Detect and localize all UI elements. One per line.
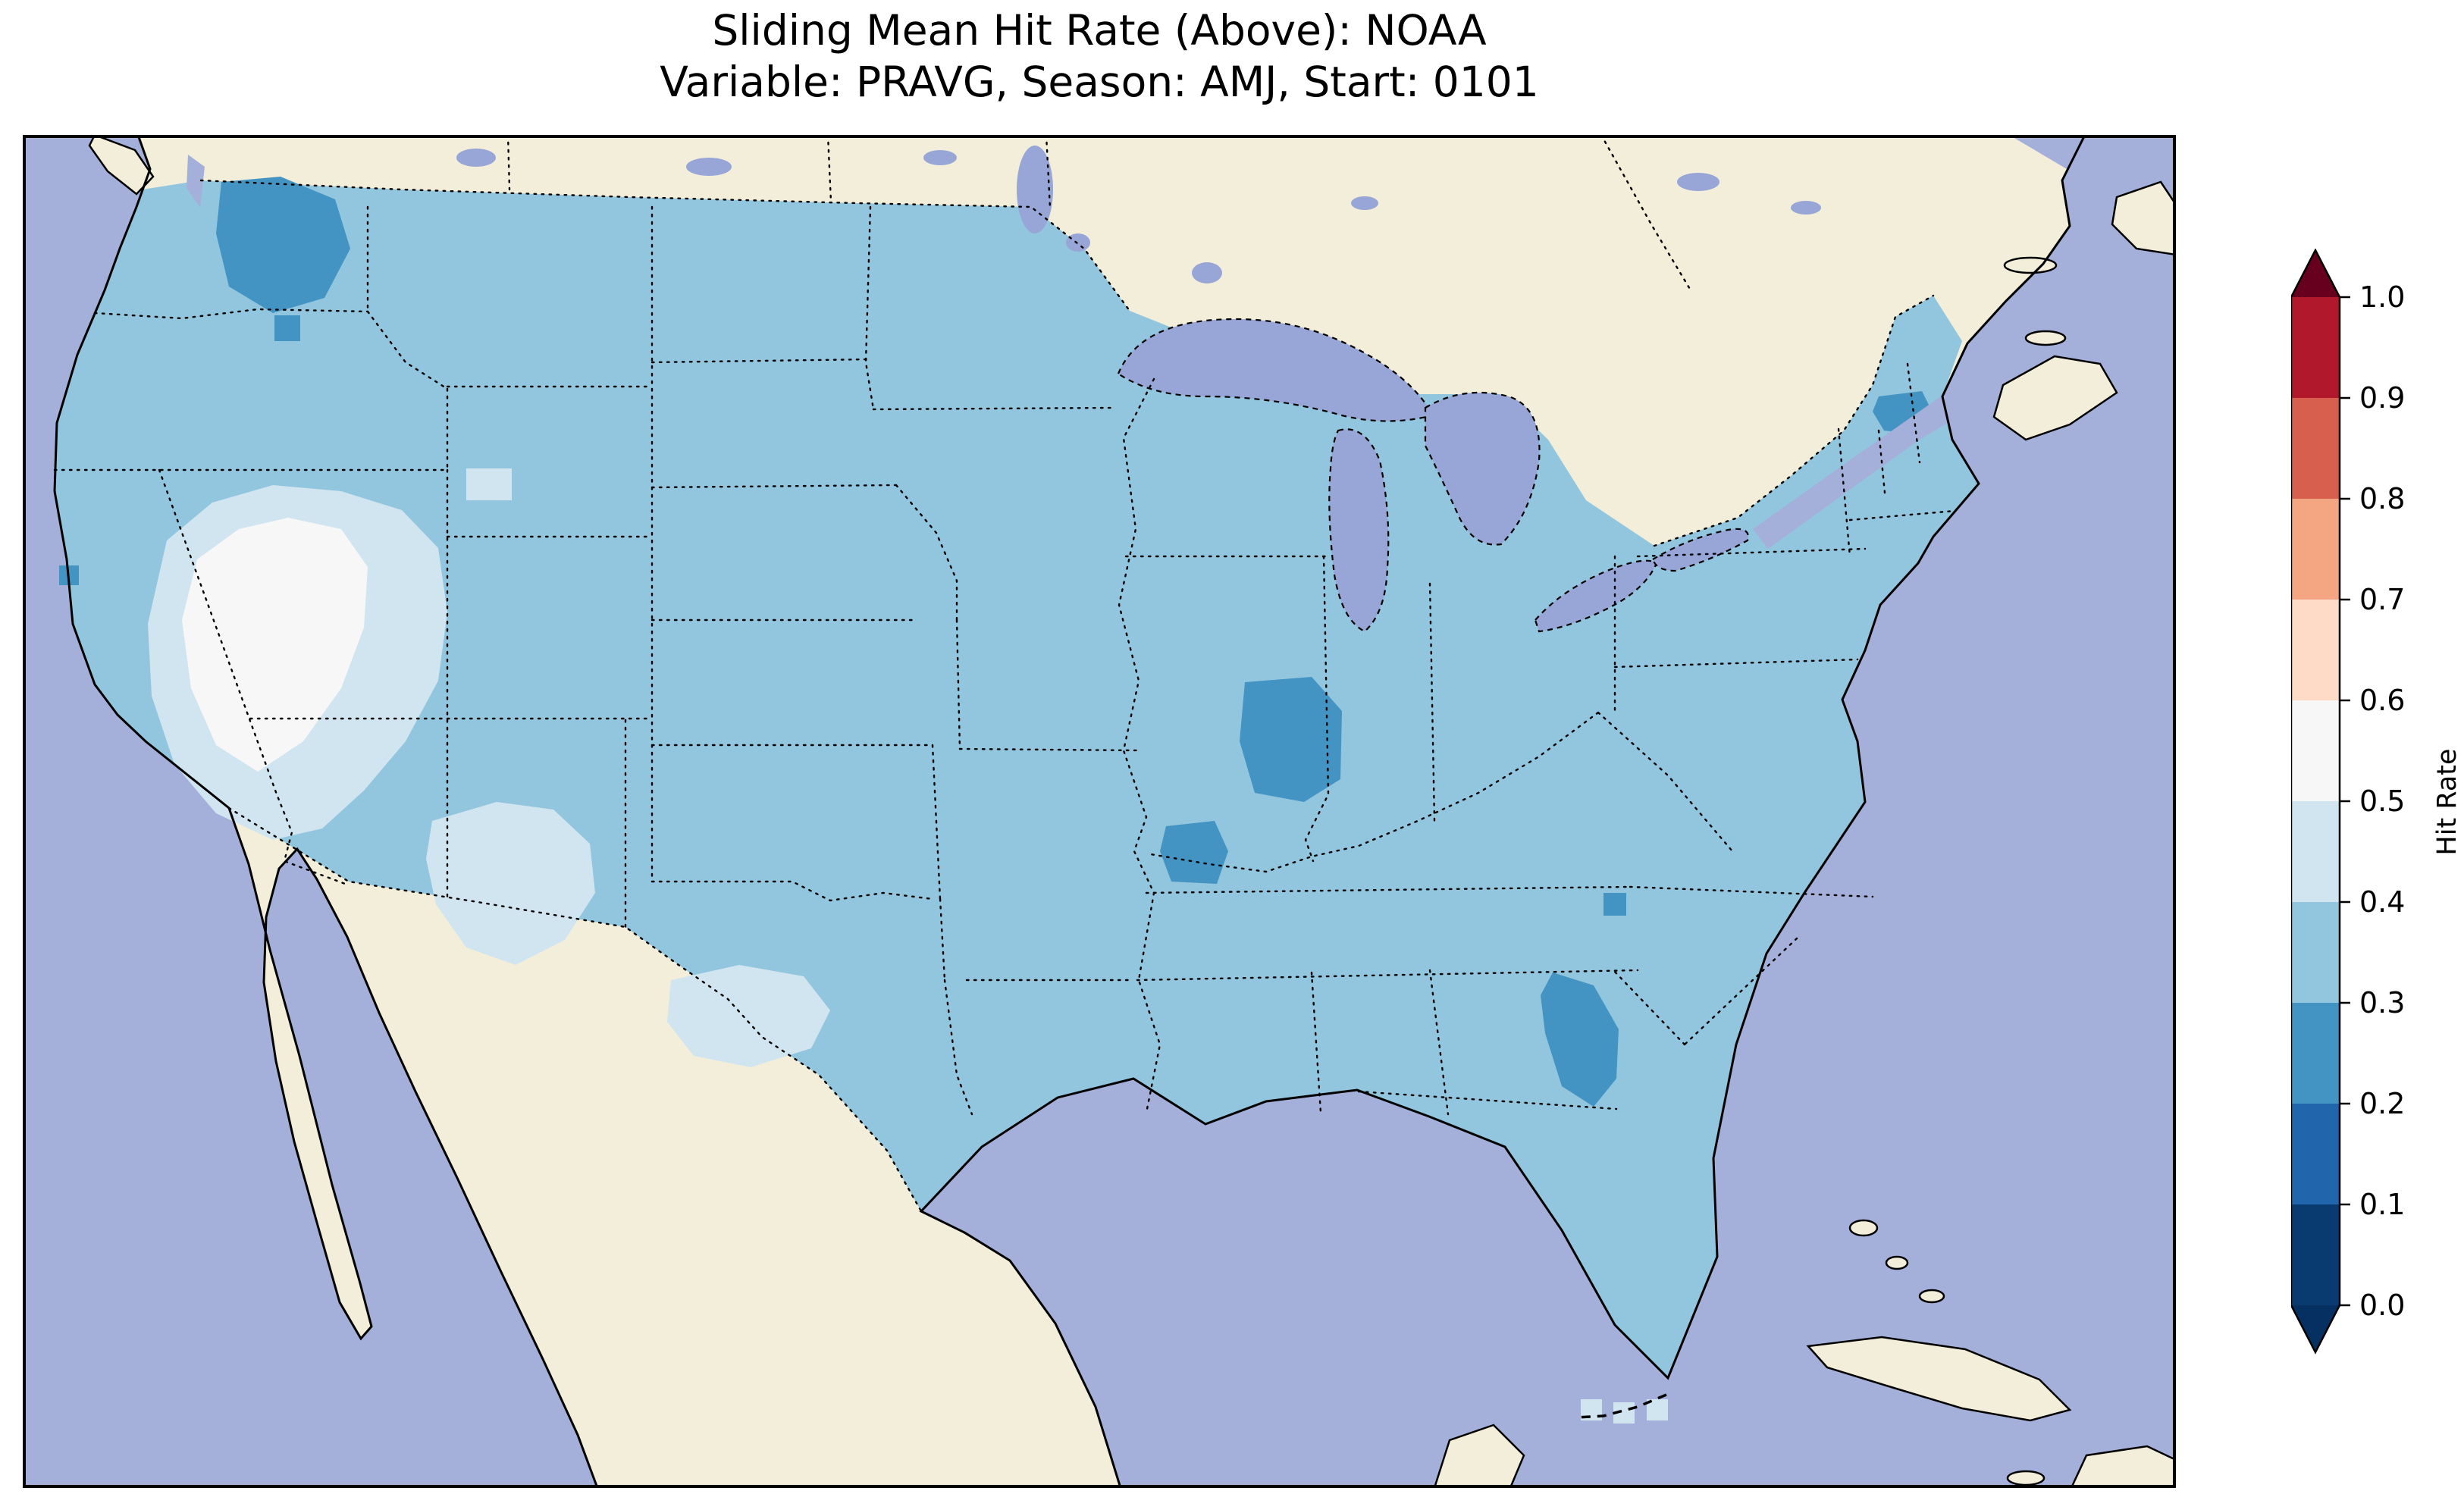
vancouver-island [88, 135, 155, 196]
map-axes [23, 135, 2176, 1488]
hitrate-patch-idaho-wyoming [466, 468, 512, 500]
hitrate-patch-tennessee [1160, 821, 1228, 884]
lake-nipigon [1192, 262, 1222, 283]
colorbar-tick-label: 0.9 [2359, 381, 2405, 415]
yucatan-tip [1433, 1424, 1525, 1488]
colorbar-arrow-top [2291, 250, 2340, 297]
map-frame [23, 135, 2176, 1488]
colorbar-tick-label: 1.0 [2359, 280, 2405, 314]
colorbar-segment [2291, 902, 2340, 1003]
bahamas-island [1848, 1219, 1879, 1237]
colorbar-tick-label: 0.8 [2359, 482, 2405, 515]
canadian-lake [1351, 196, 1378, 210]
colorbar-tick-label: 0.0 [2359, 1289, 2405, 1322]
colorbar: 1.0 0.9 0.8 0.7 0.6 0.5 0.4 0.3 0.2 0.1 … [2290, 248, 2450, 1358]
colorbar-canvas: 1.0 0.9 0.8 0.7 0.6 0.5 0.4 0.3 0.2 0.1 … [2290, 248, 2405, 1355]
province-border [1600, 135, 1692, 292]
lake-huron [1424, 391, 1541, 546]
colorbar-segment [2291, 398, 2340, 499]
colorbar-segment [2291, 1204, 2340, 1305]
jamaica [2006, 1470, 2045, 1486]
map-canvas [23, 135, 2176, 1488]
bahamas-island [1885, 1255, 1909, 1270]
colorbar-tick-label: 0.1 [2359, 1188, 2405, 1221]
mexico-border [227, 807, 923, 1213]
colorbar-segment [2291, 801, 2340, 902]
hitrate-patch-central-texas [667, 965, 830, 1067]
hispaniola [2070, 1445, 2176, 1488]
colorbar-tick-label: 0.3 [2359, 986, 2405, 1019]
colorbar-segment [2291, 1104, 2340, 1204]
great-lakes [187, 135, 2176, 633]
colorbar-axis-label: Hit Rate [2432, 748, 2462, 856]
hitrate-patches-dark [59, 177, 1933, 1107]
mississippi-river-border [1118, 377, 1161, 1114]
colorbar-arrow-bottom [2291, 1305, 2340, 1352]
hitrate-cell-montana [274, 315, 300, 341]
canadian-lake [686, 158, 732, 176]
islands [88, 135, 2176, 1488]
province-border [826, 135, 832, 203]
lake-of-the-woods [1066, 233, 1090, 252]
canadian-lake [1677, 173, 1719, 191]
colorbar-segment [2291, 1003, 2340, 1104]
province-border [1045, 135, 1052, 209]
chart-title-line1: Sliding Mean Hit Rate (Above): NOAA [712, 6, 1487, 55]
chart-title: Sliding Mean Hit Rate (Above): NOAA Vari… [23, 5, 2176, 108]
puget-sound [187, 155, 205, 208]
canada-border-east [1653, 294, 1935, 547]
lake-winnipeg [1017, 146, 1053, 233]
hitrate-patch-nevada-white [182, 518, 368, 772]
st-lawrence-gulf [1753, 318, 2074, 549]
lake-ontario [1651, 528, 1749, 572]
canadian-lake [1791, 201, 1821, 215]
prince-edward-island [2024, 330, 2067, 346]
bahamas-island [1918, 1289, 1945, 1304]
colorbar-segment [2291, 499, 2340, 600]
colorbar-segment [2291, 600, 2340, 700]
nova-scotia [1992, 355, 2118, 441]
colorbar-tick-label: 0.2 [2359, 1087, 2405, 1120]
anticosti-island [2003, 256, 2058, 274]
hitrate-patch-florida [1541, 973, 1619, 1107]
colorbar-tick-label: 0.5 [2359, 785, 2405, 818]
hitrate-patch-washington [216, 177, 350, 313]
canadian-lake [923, 150, 957, 165]
colorbar-tick-label: 0.7 [2359, 583, 2405, 616]
cuba [1806, 1336, 2072, 1422]
hitrate-cell-georgia [1603, 893, 1626, 916]
colorbar-segments [2291, 297, 2340, 1305]
colorbar-ticks: 1.0 0.9 0.8 0.7 0.6 0.5 0.4 0.3 0.2 0.1 … [2340, 280, 2405, 1322]
ohio-river-border [1145, 711, 1600, 873]
colorbar-segment [2291, 297, 2340, 398]
hitrate-patch-illinois [1240, 677, 1342, 802]
colorbar-tick-label: 0.4 [2359, 885, 2405, 919]
colorbar-tick-label: 0.6 [2359, 684, 2405, 717]
state-borders [53, 135, 1956, 1213]
colorbar-segment [2291, 700, 2340, 801]
province-border [506, 135, 511, 191]
canadian-lake [456, 149, 496, 167]
lake-michigan [1328, 428, 1390, 633]
hitrate-patch-west-texas [426, 802, 595, 965]
chart-title-line2: Variable: PRAVG, Season: AMJ, Start: 010… [660, 58, 1539, 107]
newfoundland [2111, 180, 2176, 256]
florida-keys [1576, 1393, 1667, 1419]
